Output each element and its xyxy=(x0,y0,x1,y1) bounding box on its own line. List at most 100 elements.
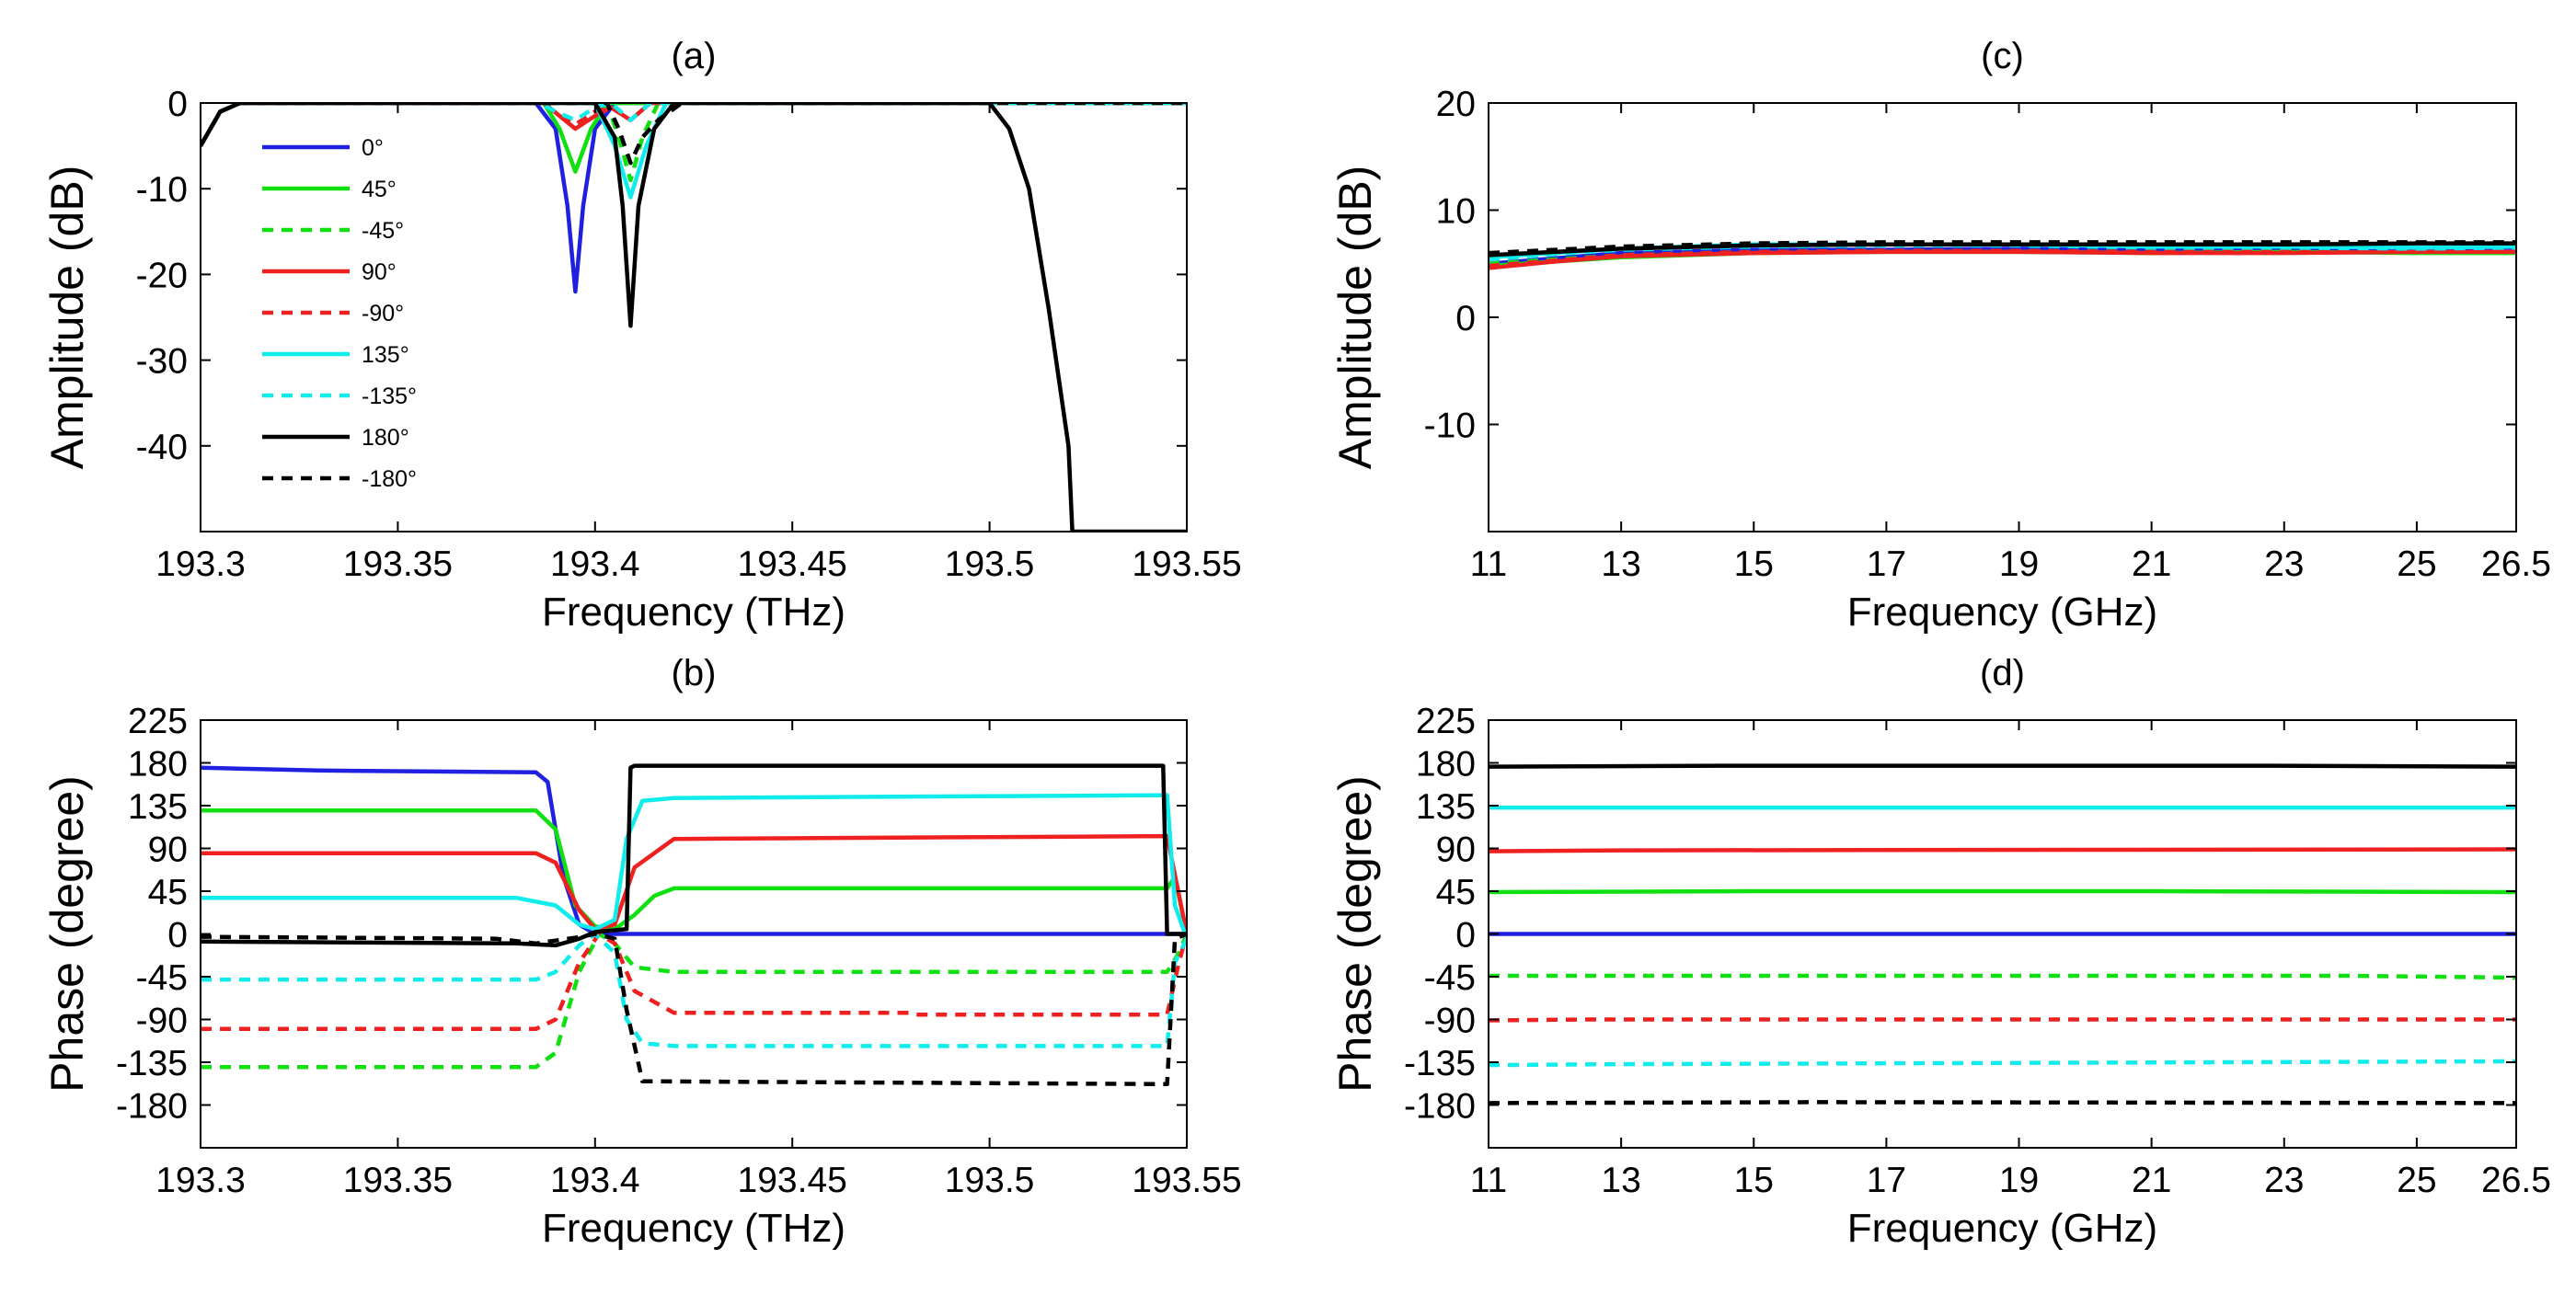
y-tick-label: 0 xyxy=(167,85,188,124)
x-tick-label: 193.3 xyxy=(155,544,246,584)
y-tick-label: 180 xyxy=(128,745,188,784)
x-tick-label: 11 xyxy=(1470,1161,1508,1200)
y-tick-label: 20 xyxy=(1436,85,1476,124)
y-tick-label: -20 xyxy=(136,256,188,295)
x-axis-label-d: Frequency (GHz) xyxy=(1847,1206,2157,1251)
series-group-d xyxy=(1489,763,2516,1105)
series-line-d-2 xyxy=(1489,973,2516,980)
series-line-c-4 xyxy=(1489,248,2516,269)
y-axis-label-c: Amplitude (dB) xyxy=(1329,166,1381,470)
panel-b: 193.3 193.35 193.4 193.45 193.5 193.55 225 1801… xyxy=(41,653,1242,1251)
series-line-d-8 xyxy=(1489,1100,2516,1105)
series-line-b-7 xyxy=(201,763,1187,948)
legend-label: 45° xyxy=(362,177,397,202)
x-tick-label: 17 xyxy=(1867,544,1906,584)
x-tick-label: 15 xyxy=(1734,544,1774,584)
series-line-d-1 xyxy=(1489,888,2516,895)
plot-area-a xyxy=(201,103,1187,532)
panel-title-d: (d) xyxy=(1980,653,2025,693)
y-tick-label: 90 xyxy=(148,830,188,870)
y-tick-label: -30 xyxy=(136,342,188,382)
legend-label: 0° xyxy=(362,135,384,161)
panel-a: 193.3 193.35 193.4 193.45 193.5 193.55 0 -10 -20… xyxy=(41,36,1242,635)
series-line-b-8 xyxy=(201,932,1187,1087)
x-tick-label: 13 xyxy=(1601,544,1640,584)
series-line-d-7 xyxy=(1489,763,2516,769)
x-axis-label-b: Frequency (THz) xyxy=(542,1206,845,1251)
x-tick-label: 193.35 xyxy=(343,544,453,584)
series-line-b-1 xyxy=(201,807,1187,934)
x-tick-label: 193.35 xyxy=(343,1161,453,1200)
legend-label: -180° xyxy=(362,466,417,492)
x-tick-label: 193.3 xyxy=(155,1161,246,1200)
y-tick-label: -45 xyxy=(136,958,188,998)
axes-frame-a xyxy=(200,102,1188,532)
legend-label: 180° xyxy=(362,425,409,451)
series-line-d-6 xyxy=(1489,1059,2516,1068)
legend: 0° 45° -45° 90° -90° 135° -135° 180° -180° xyxy=(262,135,417,492)
x-axis-label-a: Frequency (THz) xyxy=(542,590,845,635)
legend-label: 135° xyxy=(362,342,409,368)
series-line-a-7 xyxy=(201,103,1187,532)
x-tick-label: 193.55 xyxy=(1132,544,1241,584)
x-tick-label: 19 xyxy=(1999,544,2039,584)
y-tick-label: 45 xyxy=(1436,873,1476,912)
x-tick-label: 25 xyxy=(2397,1161,2436,1200)
x-tick-label: 15 xyxy=(1734,1161,1774,1200)
x-axis-label-c: Frequency (GHz) xyxy=(1847,590,2157,635)
x-tick-label: 21 xyxy=(2132,544,2171,584)
y-tick-label: -90 xyxy=(136,1002,188,1041)
series-line-c-8 xyxy=(1489,240,2516,256)
x-tick-label: 193.4 xyxy=(550,1161,640,1200)
x-tick-label: 19 xyxy=(1999,1161,2039,1200)
y-axis-label-d: Phase (degree) xyxy=(1329,775,1381,1093)
x-tick-label: 193.45 xyxy=(738,1161,847,1200)
y-tick-label: -45 xyxy=(1424,958,1476,998)
series-line-b-6 xyxy=(201,932,1187,1048)
y-tick-label: -10 xyxy=(136,170,188,210)
x-tick-label: 21 xyxy=(2132,1161,2171,1200)
legend-label: 90° xyxy=(362,259,397,285)
y-tick-label: -180 xyxy=(1404,1087,1476,1127)
series-group-c xyxy=(1489,240,2516,270)
y-tick-label: -180 xyxy=(116,1087,188,1127)
y-tick-label: -40 xyxy=(136,428,188,467)
y-tick-label: 135 xyxy=(1416,787,1476,827)
series-line-b-3 xyxy=(201,833,1187,934)
y-tick-label: 180 xyxy=(1416,745,1476,784)
x-tick-label: 193.5 xyxy=(945,1161,1035,1200)
plot-area-c xyxy=(1489,103,2516,532)
panel-title-a: (a) xyxy=(672,36,717,76)
x-tick-label: 25 xyxy=(2397,544,2436,584)
series-line-b-5 xyxy=(201,793,1187,940)
x-tick-label: 23 xyxy=(2264,1161,2304,1200)
x-tick-label: 193.4 xyxy=(550,544,640,584)
legend-label: -45° xyxy=(362,218,404,244)
y-tick-label: 0 xyxy=(1455,299,1476,338)
y-axis-label-b: Phase (degree) xyxy=(41,775,93,1093)
legend-label: -135° xyxy=(362,384,417,409)
x-tick-label: 26.5 xyxy=(2481,544,2551,584)
x-tick-label: 26.5 xyxy=(2481,1161,2551,1200)
y-tick-label: 90 xyxy=(1436,830,1476,870)
y-tick-label: -135 xyxy=(1404,1044,1476,1083)
series-line-b-4 xyxy=(201,932,1187,1032)
panel-title-c: (c) xyxy=(1981,36,2024,76)
y-tick-label: 10 xyxy=(1436,192,1476,232)
series-line-c-7 xyxy=(1489,241,2516,258)
x-tick-label: 193.5 xyxy=(945,544,1035,584)
legend-label: -90° xyxy=(362,301,404,326)
series-group-b xyxy=(201,763,1187,1087)
y-tick-label: -90 xyxy=(1424,1002,1476,1041)
panel-c: 11 13 15 17 19 21 23 25 26.5 20 10 0 -10 (c) Frequency… xyxy=(1329,36,2551,635)
y-tick-label: 135 xyxy=(128,787,188,827)
y-axis-label-a: Amplitude (dB) xyxy=(41,166,93,470)
y-tick-label: 225 xyxy=(1416,702,1476,741)
y-tick-label: 45 xyxy=(148,873,188,912)
x-tick-label: 193.55 xyxy=(1132,1161,1241,1200)
y-tick-label: -10 xyxy=(1424,407,1476,446)
y-tick-label: 225 xyxy=(128,702,188,741)
series-line-d-3 xyxy=(1489,847,2516,853)
